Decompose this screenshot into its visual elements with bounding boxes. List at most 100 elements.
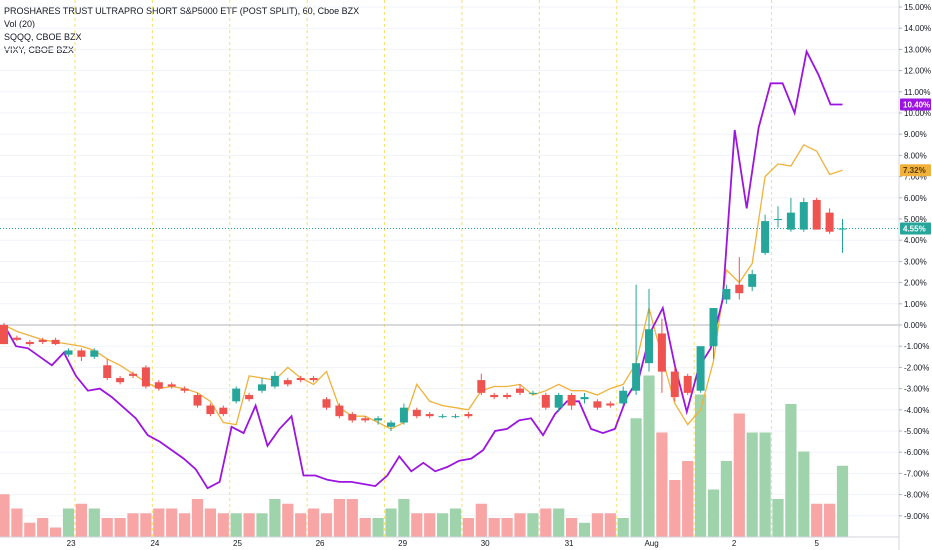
vixy-line — [3, 48, 843, 490]
time-axis[interactable]: 23 24 25 26 29 30 31 Aug 2 5 — [0, 536, 899, 548]
volume-bar — [836, 465, 849, 537]
sqqq-price-badge-bg — [900, 164, 931, 177]
y-tick-label: -2.00% — [904, 363, 929, 372]
main-price-badge-bg — [900, 222, 931, 235]
candle — [619, 386, 628, 406]
candle — [477, 373, 486, 395]
volume-bar — [230, 513, 242, 537]
volume-bar — [733, 413, 745, 537]
candle-body — [141, 367, 150, 387]
candle-body — [580, 397, 589, 400]
candles-layer — [0, 197, 847, 431]
candle-body — [735, 284, 744, 294]
y-tick-label: -8.00% — [904, 491, 929, 500]
candle-body — [0, 325, 8, 345]
x-tick-label: 2 — [732, 539, 737, 548]
volume-bar — [682, 461, 694, 537]
candle-body — [38, 339, 47, 342]
candle-body — [90, 350, 99, 357]
volume-bar — [179, 513, 191, 537]
volume-bar — [127, 513, 139, 537]
volume-bar — [372, 518, 384, 537]
x-tick-label: 26 — [316, 539, 325, 548]
y-tick-label: -9.00% — [904, 512, 929, 521]
candle-body — [593, 401, 602, 408]
vixy-price-badge-text: 10.40% — [903, 101, 930, 110]
candle — [657, 318, 666, 393]
y-tick-label: -5.00% — [904, 427, 929, 436]
y-tick-label: -6.00% — [904, 448, 929, 457]
vixy-price-badge-bg — [900, 98, 931, 111]
volume-bar — [720, 461, 732, 537]
comparison-lines — [3, 48, 843, 490]
x-tick-label: 25 — [233, 539, 242, 548]
candle-body — [696, 346, 705, 391]
candle-body — [516, 388, 524, 393]
candle — [296, 375, 305, 383]
volume-bar — [462, 518, 474, 537]
candle-body — [619, 390, 628, 404]
chart-legend: PROSHARES TRUST ULTRAPRO SHORT S&P5000 E… — [4, 5, 359, 57]
sqqq-line — [3, 143, 843, 430]
volume-bar — [75, 503, 87, 537]
volume-legend[interactable]: Vol (20) — [4, 19, 36, 29]
candle — [374, 416, 383, 425]
volume-bar — [411, 513, 423, 537]
candle — [774, 206, 782, 228]
volume-bar — [591, 513, 603, 537]
main-series-title[interactable]: PROSHARES TRUST ULTRAPRO SHORT S&P5000 E… — [4, 6, 360, 16]
volume-bar — [320, 513, 333, 537]
volume-bar — [269, 499, 281, 537]
candle — [167, 382, 176, 389]
candle — [425, 411, 434, 419]
volume-bar — [785, 404, 797, 537]
candle-body — [477, 380, 486, 393]
candle — [348, 411, 357, 423]
y-tick-label: -4.00% — [904, 406, 929, 415]
x-tick-label: 29 — [398, 539, 407, 548]
candle-body — [51, 339, 60, 345]
volume-bar — [540, 508, 552, 537]
candle — [541, 392, 550, 410]
y-tick-label: 0.00% — [904, 321, 927, 330]
y-tick-label: -7.00% — [904, 469, 929, 478]
candle — [554, 392, 563, 412]
candle — [696, 346, 705, 393]
volume-bar — [617, 518, 629, 537]
y-tick-label: -3.00% — [904, 385, 929, 394]
x-tick-label: 5 — [814, 539, 819, 548]
sqqq-legend[interactable]: SQQQ, CBOE BZX — [4, 32, 82, 42]
candle-body — [541, 394, 550, 408]
candle — [180, 386, 189, 393]
candle — [825, 208, 834, 234]
y-tick-label: 2.00% — [904, 279, 927, 288]
y-tick-label: 9.00% — [904, 130, 927, 139]
price-axis[interactable]: 15.00% 14.00% 13.00% 12.00% 11.00% 10.00% 9.00… — [898, 0, 931, 550]
candle-body — [503, 394, 512, 398]
candle — [528, 390, 537, 395]
candle — [90, 348, 99, 359]
candle-body — [657, 333, 666, 372]
volume-bar — [604, 513, 616, 537]
volume-bar — [191, 499, 204, 537]
candle — [761, 214, 770, 256]
candle — [387, 420, 395, 431]
candle — [232, 386, 241, 404]
price-badges: 10.40% 7.32% 4.55% — [900, 98, 931, 235]
candle — [490, 392, 499, 400]
vixy-legend[interactable]: VIXY, CBOE BZX — [4, 45, 74, 55]
candle-body — [64, 350, 73, 355]
volume-bar — [566, 518, 578, 537]
candle — [722, 284, 731, 304]
candle-body — [528, 392, 537, 394]
candle — [38, 337, 47, 345]
x-tick-label: Aug — [644, 539, 658, 548]
candle-body — [786, 212, 795, 230]
candle — [219, 405, 228, 417]
candle — [361, 416, 370, 423]
candle — [748, 269, 757, 292]
volume-bar — [656, 432, 668, 537]
candle-body — [12, 337, 21, 340]
candle-body — [270, 375, 279, 387]
